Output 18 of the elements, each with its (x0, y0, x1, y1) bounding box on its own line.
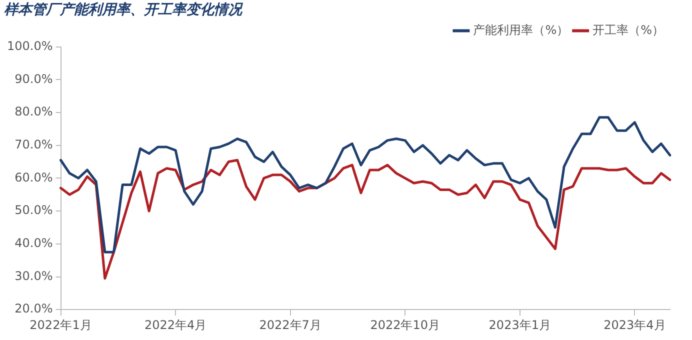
x-tick-label: 2022年4月 (144, 318, 207, 332)
x-tick-label: 2023年1月 (488, 318, 551, 332)
y-tick-label: 40.0% (14, 236, 53, 250)
y-tick-label: 80.0% (14, 104, 53, 119)
x-tick-label: 2022年10月 (370, 318, 440, 332)
y-tick-label: 50.0% (14, 203, 53, 218)
y-tick-label: 30.0% (14, 268, 53, 283)
y-tick-label: 100.0% (6, 38, 53, 53)
x-tick-label: 2022年7月 (259, 318, 322, 332)
x-tick-label: 2023年4月 (604, 318, 666, 332)
legend-label: 开工率（%） (592, 22, 664, 37)
chart-title: 样本管厂产能利用率、开工率变化情况 (3, 1, 244, 18)
y-tick-label: 70.0% (14, 137, 53, 152)
y-tick-label: 20.0% (14, 302, 53, 316)
y-tick-label: 60.0% (14, 170, 53, 184)
x-tick-label: 2022年1月 (30, 318, 92, 332)
y-tick-label: 90.0% (14, 72, 53, 86)
legend-label: 产能利用率（%） (473, 22, 569, 37)
